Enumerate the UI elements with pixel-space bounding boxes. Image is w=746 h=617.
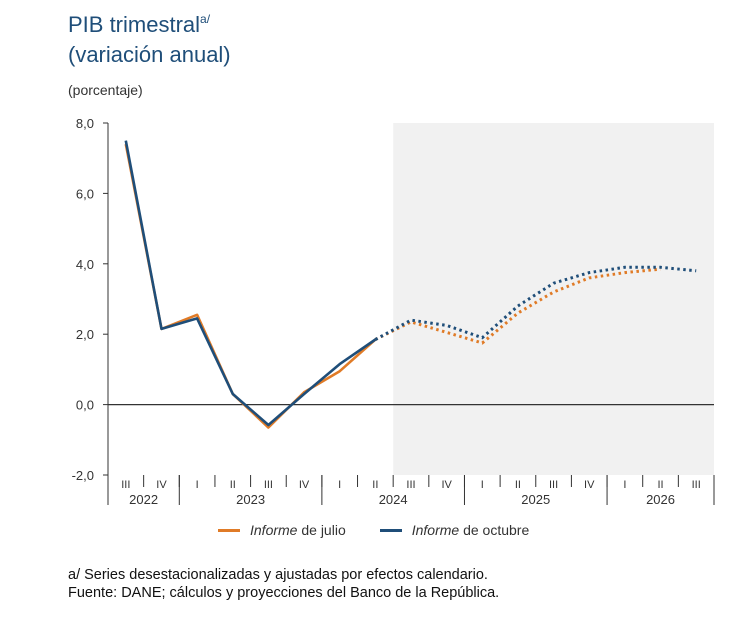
chart-title-footnote-mark: a/ xyxy=(200,12,211,26)
legend: Informe de julio Informe de octubre xyxy=(218,522,563,538)
legend-item-octubre: Informe de octubre xyxy=(379,522,530,538)
legend-item-julio: Informe de julio xyxy=(218,522,346,538)
year-label: 2024 xyxy=(379,492,408,507)
quarter-label: III xyxy=(549,479,558,491)
quarter-label: IV xyxy=(584,479,595,491)
quarter-label: III xyxy=(692,479,701,491)
series-projection-octubre xyxy=(374,265,697,341)
quarter-label: I xyxy=(481,479,484,491)
legend-label-julio-rest: de julio xyxy=(297,522,346,538)
footnote-a: a/ Series desestacionalizadas y ajustada… xyxy=(68,567,488,583)
chart-title-main: PIB trimestral xyxy=(68,12,201,37)
legend-label-octubre-italic: Informe xyxy=(411,522,460,538)
series-projection-julio xyxy=(374,267,661,345)
quarter-label: IV xyxy=(156,479,167,491)
y-axis-label: (porcentaje) xyxy=(68,82,143,98)
quarter-label: III xyxy=(264,479,273,491)
chart-title: PIB trimestrala/ (variación anual) xyxy=(68,4,231,70)
footnotes: a/ Series desestacionalizadas y ajustada… xyxy=(68,566,499,602)
year-label: 2026 xyxy=(646,492,675,507)
quarter-label: I xyxy=(338,479,341,491)
quarter-label: I xyxy=(196,479,199,491)
quarter-label: II xyxy=(515,479,521,491)
legend-swatch-julio xyxy=(218,528,240,532)
year-label: 2025 xyxy=(521,492,550,507)
y-tick-label: -2,0 xyxy=(72,468,94,483)
legend-label-octubre-rest: de octubre xyxy=(459,522,530,538)
quarter-label: IV xyxy=(299,479,310,491)
y-tick-label: 4,0 xyxy=(76,257,94,272)
legend-label-julio-italic: Informe xyxy=(250,522,298,538)
series-line-octubre xyxy=(124,140,377,427)
quarter-label: II xyxy=(657,479,663,491)
quarter-label: II xyxy=(372,479,378,491)
footnote-source: Fuente: DANE; cálculos y proyecciones de… xyxy=(68,585,500,601)
y-tick-label: 0,0 xyxy=(76,398,94,413)
quarter-label: IV xyxy=(441,479,452,491)
chart-subtitle: (variación anual) xyxy=(68,42,231,67)
y-tick-label: 2,0 xyxy=(76,327,94,342)
year-label: 2023 xyxy=(236,492,265,507)
y-tick-label: 8,0 xyxy=(76,116,94,131)
quarter-label: II xyxy=(230,479,236,491)
legend-swatch-octubre xyxy=(379,528,402,532)
quarter-label: I xyxy=(623,479,626,491)
projection-shading xyxy=(393,123,714,475)
y-tick-label: 6,0 xyxy=(76,186,94,201)
year-label: 2022 xyxy=(129,492,158,507)
quarter-label: III xyxy=(406,479,415,491)
series-line-julio xyxy=(124,143,377,429)
quarter-label: III xyxy=(121,479,130,491)
